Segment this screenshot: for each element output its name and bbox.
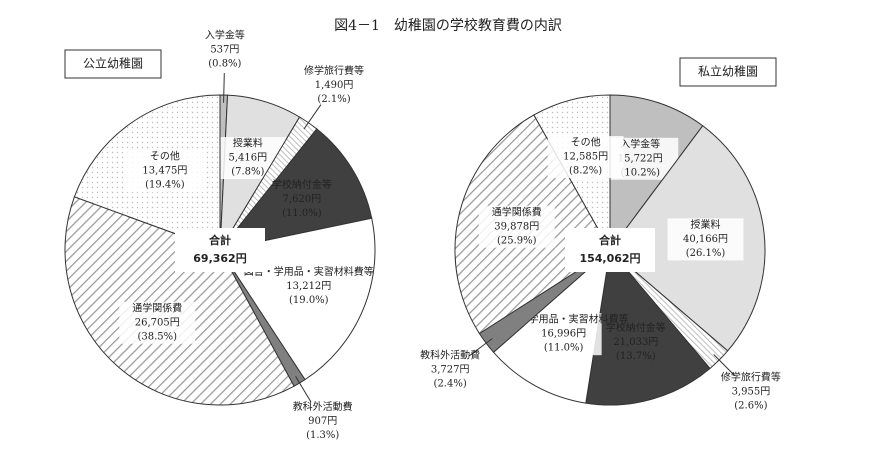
slice-category: 通学関係費 xyxy=(132,301,182,314)
slice-value: 26,705円 xyxy=(135,317,180,328)
slice-value: 537円 xyxy=(210,45,239,56)
label-bg xyxy=(126,150,203,193)
slice-category: 修学旅行費等 xyxy=(721,370,781,383)
pie-slice xyxy=(218,128,373,251)
leader-line xyxy=(223,73,225,103)
label-bg xyxy=(667,218,744,261)
total-title: 合計 xyxy=(599,233,621,247)
slice-value: 16,996円 xyxy=(541,329,586,340)
slice-percent: (0.8%) xyxy=(208,59,241,70)
slice-category: 教科外活動費 xyxy=(293,400,353,413)
slice-value: 21,033円 xyxy=(613,337,658,348)
total-value: 154,062円 xyxy=(579,252,640,265)
slice-percent: (11.0%) xyxy=(282,208,322,219)
leader-line xyxy=(468,338,493,357)
slice-percent: (2.4%) xyxy=(434,379,467,390)
slice-percent: (2.6%) xyxy=(734,400,767,411)
slice-percent: (19.0%) xyxy=(289,295,329,306)
pie-slice xyxy=(64,196,295,406)
slice-category: その他 xyxy=(150,150,180,163)
total-box xyxy=(175,228,265,272)
leader-line xyxy=(295,376,312,403)
slice-percent: (38.5%) xyxy=(137,331,177,342)
total-box xyxy=(565,228,655,272)
slice-category: 学校納付金等 xyxy=(272,178,332,191)
slice-value: 5,416円 xyxy=(229,153,268,164)
label-bg xyxy=(478,205,555,248)
panel-title-box xyxy=(679,57,777,87)
slice-category: 図書・学用品・実習材料費等 xyxy=(244,265,374,278)
slice-value: 40,166円 xyxy=(683,234,728,245)
slice-category: 入学金等 xyxy=(620,137,660,150)
slice-percent: (13.7%) xyxy=(616,351,656,362)
slice-value: 39,878円 xyxy=(494,221,539,232)
slice-category: 修学旅行費等 xyxy=(304,64,364,77)
total-value: 69,362円 xyxy=(193,252,246,265)
slice-percent: (19.4%) xyxy=(145,180,185,191)
slice-category: 学校納付金等 xyxy=(606,321,666,334)
panel-title-box xyxy=(64,49,162,79)
total-title: 合計 xyxy=(209,233,231,247)
slice-value: 12,585円 xyxy=(563,152,608,163)
slice-category: 教科外活動費 xyxy=(420,349,480,362)
slice-category: 入学金等 xyxy=(205,29,245,42)
slice-value: 1,490円 xyxy=(315,80,354,91)
slice-percent: (10.2%) xyxy=(620,167,660,178)
label-bg xyxy=(525,313,602,356)
slice-value: 907円 xyxy=(308,416,337,427)
slice-percent: (26.1%) xyxy=(686,248,726,259)
slice-percent: (8.2%) xyxy=(569,166,602,177)
slice-percent: (1.3%) xyxy=(306,430,339,441)
slice-percent: (11.0%) xyxy=(544,343,584,354)
slice-category: 授業料 xyxy=(691,218,721,231)
slice-percent: (7.8%) xyxy=(231,167,264,178)
panel-title: 私立幼稚園 xyxy=(698,64,758,79)
slice-value: 7,620円 xyxy=(283,194,322,205)
chart-title: 図4－1 幼稚園の学校教育費の内訳 xyxy=(334,17,562,34)
slice-value: 13,212円 xyxy=(286,281,331,292)
pie-slice xyxy=(585,248,711,406)
label-bg xyxy=(270,265,347,308)
slice-value: 13,475円 xyxy=(142,166,187,177)
label-bg xyxy=(119,301,196,344)
panel-title: 公立幼稚園 xyxy=(83,56,143,71)
slice-percent: (25.9%) xyxy=(497,235,537,246)
label-bg xyxy=(547,136,624,179)
leader-line xyxy=(303,104,322,130)
slice-category: 通学関係費 xyxy=(492,205,542,218)
slice-value: 3,955円 xyxy=(732,386,771,397)
slice-category: 授業料 xyxy=(233,137,263,150)
slice-value: 15,722円 xyxy=(618,153,663,164)
slice-value: 3,727円 xyxy=(431,365,470,376)
slice-percent: (2.1%) xyxy=(317,94,350,105)
slice-category: その他 xyxy=(571,136,601,149)
leader-line xyxy=(713,354,736,376)
